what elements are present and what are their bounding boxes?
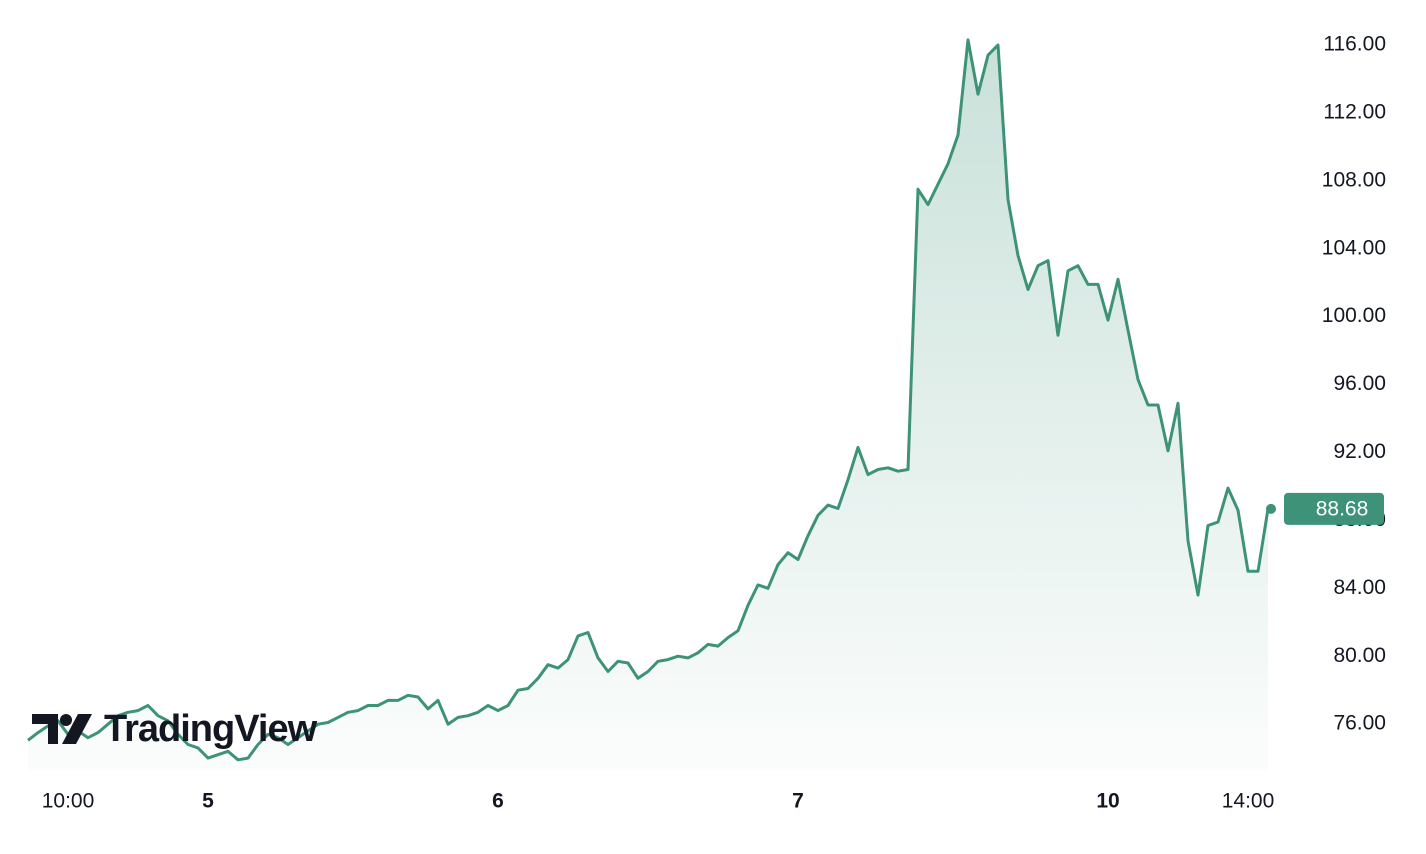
logo-mark	[62, 714, 92, 744]
y-tick-label: 112.00	[1323, 100, 1386, 123]
x-tick-label: 14:00	[1222, 790, 1275, 813]
logo-mark	[60, 714, 72, 726]
y-tick-label: 76.00	[1333, 712, 1386, 735]
logo-mark	[32, 714, 58, 744]
y-tick-label: 80.00	[1333, 644, 1386, 667]
x-tick-label: 6	[492, 790, 504, 813]
y-tick-label: 100.00	[1322, 304, 1386, 327]
price-line	[27, 38, 1270, 762]
y-tick-label: 104.00	[1322, 236, 1386, 259]
x-tick-label: 10:00	[42, 790, 95, 813]
x-tick-label: 10	[1096, 790, 1119, 813]
last-price-badge	[1284, 492, 1384, 525]
watermark-text: TradingView	[104, 708, 318, 750]
y-tick-label: 84.00	[1333, 576, 1386, 599]
last-price-label: 88.68	[1316, 497, 1369, 520]
x-tick-label: 7	[792, 790, 804, 813]
watermark: TradingView	[32, 708, 319, 750]
y-tick-label: 96.00	[1333, 372, 1386, 395]
area-fill	[28, 39, 1268, 770]
y-tick-label: 108.00	[1322, 168, 1386, 191]
y-tick-label: 92.00	[1333, 440, 1386, 463]
plot-area	[27, 38, 1276, 770]
x-tick-label: 5	[202, 790, 214, 813]
last-point	[1266, 503, 1276, 514]
y-tick-label: 116.00	[1323, 33, 1386, 56]
